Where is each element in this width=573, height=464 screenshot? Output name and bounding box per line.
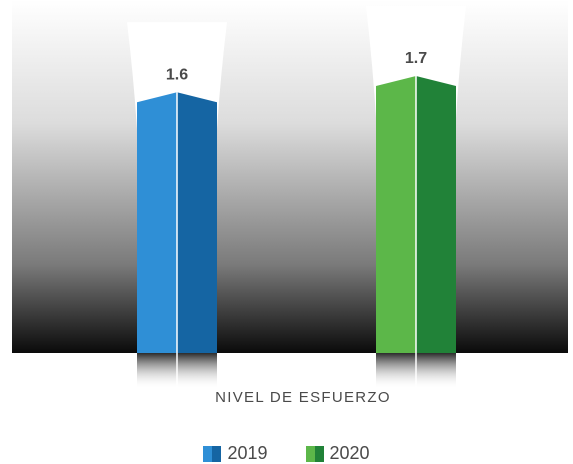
- data-label-2020: 1.7: [405, 50, 427, 67]
- chart-background: [12, 0, 568, 353]
- bar-2019-right: [177, 92, 217, 353]
- bar-2020-right: [416, 76, 456, 353]
- x-axis-label: NIVEL DE ESFUERZO: [215, 389, 391, 406]
- legend-swatch-2020: [305, 445, 324, 462]
- legend-label-2019: 2019: [227, 443, 268, 463]
- chart-legend: 2019 2020: [0, 443, 573, 464]
- legend-item-2020: 2020: [305, 443, 370, 464]
- legend-label-2020: 2020: [329, 443, 370, 463]
- bar-2019-left: [137, 92, 177, 353]
- legend-item-2019: 2019: [203, 443, 268, 464]
- bars-layer: 1.6 1.7: [127, 6, 466, 389]
- legend-swatch-2019: [203, 445, 222, 462]
- data-label-2019: 1.6: [166, 66, 188, 83]
- bar-2020-left: [376, 76, 416, 353]
